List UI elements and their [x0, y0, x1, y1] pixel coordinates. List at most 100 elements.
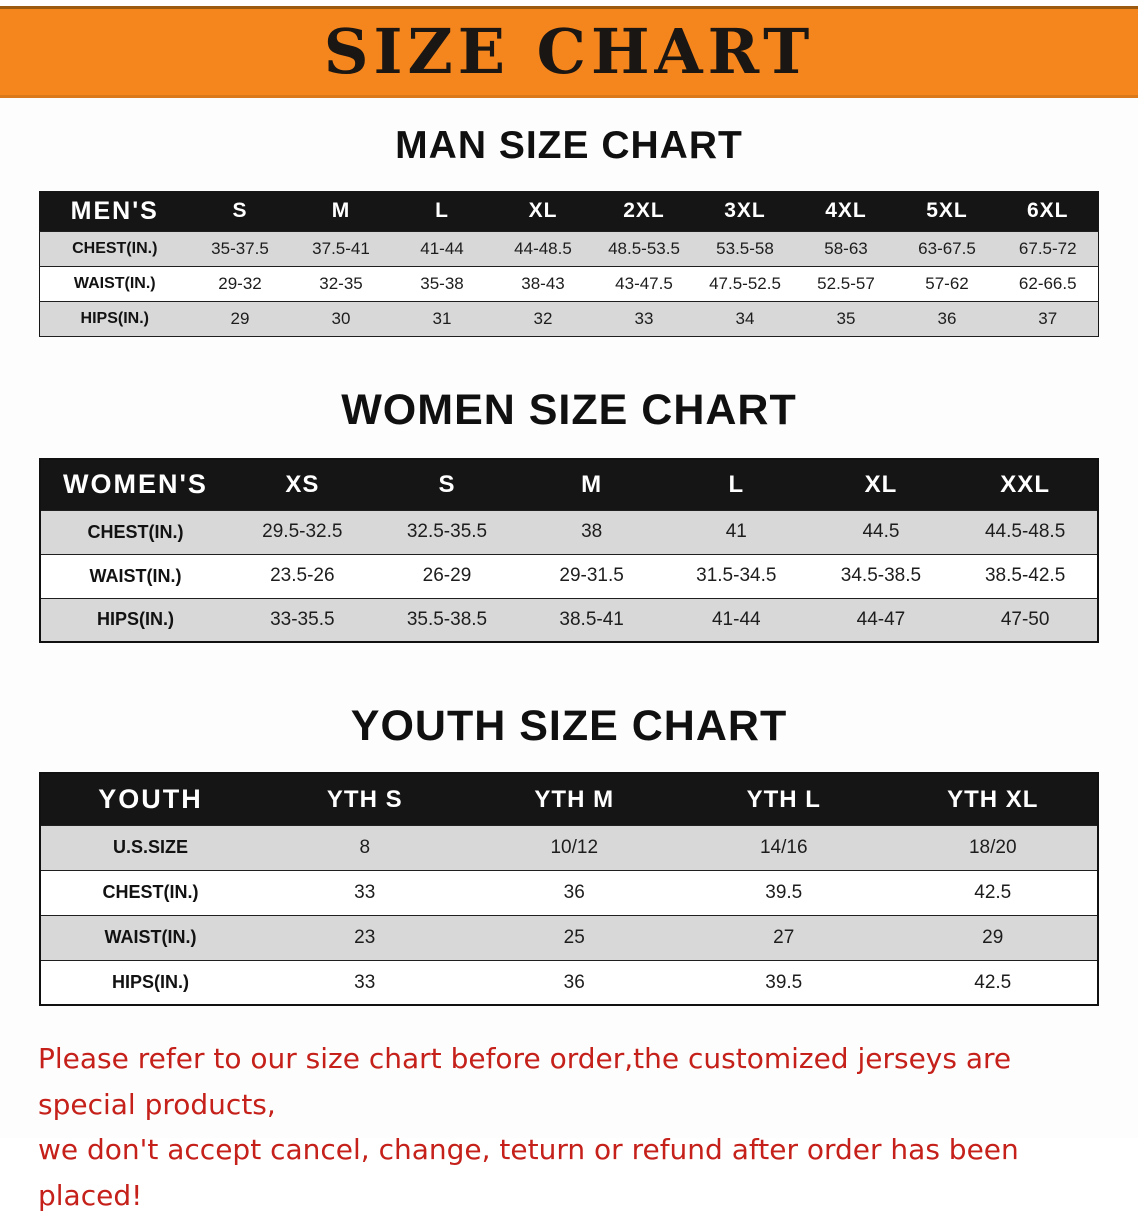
men-section-heading: MAN SIZE CHART [395, 124, 743, 167]
size-value: 18/20 [968, 836, 1017, 858]
men-size-section: MAN SIZE CHART MEN'S S M L XL 2XL 3XL 4XL 5XL 6XL… [0, 124, 1138, 337]
size-column-header: 3XL [694, 191, 796, 232]
size-value: 33-35.5 [270, 608, 335, 630]
size-value: 29-32 [218, 273, 262, 293]
size-column-header: 6XL [997, 191, 1099, 232]
size-value: 41-44 [711, 608, 761, 630]
size-column-header: S [374, 459, 520, 511]
size-column-header: XL [492, 191, 594, 232]
size-value: 8 [359, 836, 371, 858]
size-column-header: XXL [953, 459, 1098, 511]
size-value: 48.5-53.5 [608, 238, 680, 258]
size-value: 53.5-58 [716, 238, 774, 258]
size-column-header: YTH S [260, 773, 470, 826]
size-column-header: L [391, 191, 493, 232]
table-corner-label: WOMEN'S [40, 459, 230, 511]
size-column-header: 4XL [795, 191, 897, 232]
size-column-header: M [519, 459, 664, 511]
size-value: 32.5-35.5 [406, 521, 488, 543]
size-value: 67.5-72 [1018, 238, 1077, 258]
size-column-header: XL [808, 459, 954, 511]
size-value: 38.5-42.5 [984, 565, 1066, 587]
table-row: CHEST(IN.) 35-37.5 37.5-41 41-44 44-48.5 48.5… [39, 231, 1099, 267]
size-value: 44.5-48.5 [984, 521, 1066, 543]
row-label: HIPS(IN.) [80, 309, 149, 327]
size-value: 44.5 [862, 521, 900, 543]
size-value: 29 [982, 926, 1004, 948]
size-value: 37.5-41 [312, 238, 370, 258]
size-value: 57-62 [925, 273, 969, 293]
disclaimer-line-1: Please refer to our size chart before or… [38, 1042, 1012, 1121]
size-value: 25 [563, 926, 585, 948]
women-size-table: WOMEN'S XS S M L XL XXL CHEST(IN.) 29.5-32.5 32.… [39, 458, 1099, 644]
size-value: 34 [735, 308, 755, 328]
disclaimer: Please refer to our size chart before or… [0, 1036, 1138, 1217]
size-value: 14/16 [759, 836, 808, 858]
youth-section-heading: YOUTH SIZE CHART [350, 702, 788, 751]
size-value: 58-63 [824, 238, 868, 258]
size-value: 33 [354, 881, 376, 903]
size-value: 44-47 [856, 608, 906, 630]
women-size-section: WOMEN SIZE CHART WOMEN'S XS S M L XL XXL CHEST… [0, 386, 1138, 644]
size-value: 23 [354, 926, 376, 948]
size-value: 52.5-57 [817, 273, 875, 293]
size-value: 47.5-52.5 [709, 273, 781, 293]
size-column-header: 5XL [896, 191, 998, 232]
size-value: 38 [581, 521, 603, 543]
size-value: 29-31.5 [559, 565, 624, 587]
table-header-row: WOMEN'S XS S M L XL XXL [40, 459, 1098, 511]
size-column-header: XS [230, 459, 375, 511]
size-chart-page: SIZE CHART MAN SIZE CHART MEN'S S M L XL 2XL 3… [0, 6, 1138, 1212]
table-header-row: MEN'S S M L XL 2XL 3XL 4XL 5XL 6XL [39, 191, 1099, 232]
size-value: 32 [533, 308, 553, 328]
size-value: 38-43 [521, 273, 565, 293]
row-label: HIPS(IN.) [96, 609, 174, 630]
size-value: 33 [354, 971, 376, 993]
youth-size-section: YOUTH SIZE CHART YOUTH YTH S YTH M YTH L YTH… [0, 702, 1138, 1007]
table-row: WAIST(IN.) 29-32 32-35 35-38 38-43 43-47.5 47.… [39, 266, 1099, 302]
size-value: 42.5 [974, 881, 1012, 903]
size-value: 34.5-38.5 [840, 565, 922, 587]
row-label: CHEST(IN.) [72, 239, 158, 257]
table-row: CHEST(IN.) 33 36 39.5 42.5 [40, 870, 1098, 916]
size-value: 35 [836, 308, 856, 328]
size-value: 47-50 [1000, 608, 1050, 630]
size-column-header: L [663, 459, 809, 511]
size-column-header: S [189, 191, 291, 232]
size-value: 29 [230, 308, 250, 328]
table-row: HIPS(IN.) 29 30 31 32 33 34 35 36 37 [39, 301, 1099, 337]
size-value: 26-29 [422, 565, 472, 587]
size-column-header: M [290, 191, 392, 232]
size-value: 35-38 [420, 273, 464, 293]
table-header-row: YOUTH YTH S YTH M YTH L YTH XL [40, 773, 1098, 826]
size-value: 36 [937, 308, 957, 328]
row-label: U.S.SIZE [112, 837, 188, 858]
table-row: HIPS(IN.) 33 36 39.5 42.5 [40, 960, 1098, 1006]
table-row: WAIST(IN.) 23 25 27 29 [40, 915, 1098, 961]
size-value: 35-37.5 [211, 238, 269, 258]
table-corner-label: YOUTH [40, 773, 260, 826]
row-label: WAIST(IN.) [89, 565, 182, 586]
row-label: WAIST(IN.) [73, 274, 156, 292]
table-row: WAIST(IN.) 23.5-26 26-29 29-31.5 31.5-34.5 34… [40, 554, 1098, 599]
size-value: 42.5 [974, 971, 1012, 993]
row-label: HIPS(IN.) [111, 972, 189, 993]
size-value: 33 [634, 308, 654, 328]
size-value: 43-47.5 [615, 273, 673, 293]
men-size-table: MEN'S S M L XL 2XL 3XL 4XL 5XL 6XL CHEST(IN.) 35-3… [39, 190, 1099, 337]
size-value: 37 [1038, 308, 1058, 328]
size-column-header: YTH M [469, 773, 679, 826]
table-row: CHEST(IN.) 29.5-32.5 32.5-35.5 38 41 44.5 44.5… [40, 510, 1098, 555]
row-label: CHEST(IN.) [102, 882, 199, 903]
size-value: 30 [331, 308, 351, 328]
size-column-header: YTH L [679, 773, 889, 826]
size-value: 44-48.5 [514, 238, 572, 258]
size-column-header: YTH XL [888, 773, 1098, 826]
size-value: 31.5-34.5 [696, 565, 777, 587]
table-row: U.S.SIZE 8 10/12 14/16 18/20 [40, 825, 1098, 871]
size-value: 39.5 [765, 881, 803, 903]
size-value: 62-66.5 [1018, 273, 1077, 293]
size-value: 38.5-41 [559, 608, 624, 630]
size-value: 27 [773, 926, 795, 948]
size-value: 29.5-32.5 [262, 521, 343, 543]
